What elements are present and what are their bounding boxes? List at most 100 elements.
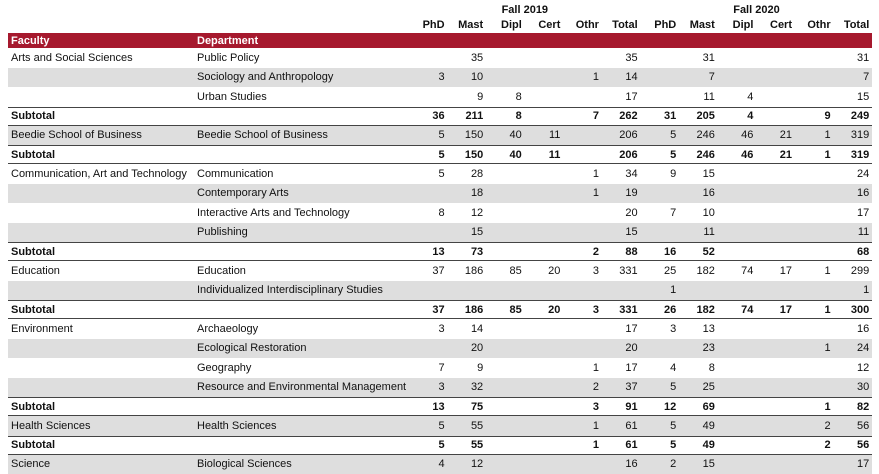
blank: [563, 125, 602, 146]
blank: [486, 183, 525, 203]
value-cell: 91: [601, 397, 641, 416]
blank: [563, 145, 602, 164]
value-cell: 1: [795, 338, 834, 358]
value-cell: 150: [447, 125, 487, 146]
blank: [563, 454, 602, 474]
value-cell: 1: [833, 280, 873, 301]
column-label: Othr: [575, 18, 599, 31]
value-cell: 16: [857, 322, 870, 335]
blank: [486, 280, 525, 301]
faculty: Beedie School of Business: [8, 125, 194, 146]
department: Geography: [197, 361, 252, 374]
value-cell: 331: [601, 300, 641, 319]
blank: [717, 338, 757, 358]
blank: [795, 454, 834, 474]
blank: [679, 33, 718, 48]
value-cell: 68: [833, 242, 873, 261]
value-cell: 12: [640, 397, 680, 416]
value-cell: 52: [679, 242, 718, 261]
value-cell: 31: [702, 51, 715, 64]
blank: [524, 67, 564, 87]
value-cell: 15: [447, 222, 487, 243]
department: Urban Studies: [197, 90, 267, 103]
blank: [524, 454, 564, 474]
blank: [409, 48, 448, 68]
value-cell: 246: [679, 125, 718, 146]
blank: [194, 300, 409, 319]
department: Contemporary Arts: [194, 183, 409, 203]
blank: [8, 280, 194, 301]
blank: [640, 222, 680, 243]
value-cell: 16: [640, 242, 680, 261]
faculty: Arts and Social Sciences: [11, 51, 133, 64]
blank: [640, 183, 680, 203]
blank: [486, 48, 525, 68]
data-row: Geography 7 9 1 17 4 8 12: [8, 358, 872, 378]
blank: [563, 319, 602, 339]
blank: [194, 145, 409, 164]
value-cell: 9: [795, 106, 834, 126]
blank: [486, 377, 525, 398]
blank: [409, 33, 448, 48]
subtotal-label: Subtotal: [8, 106, 194, 126]
blank: [486, 454, 525, 474]
subtotal-row: Subtotal 13 75 3 91 12 69 1 82: [8, 397, 873, 416]
value-cell: 4: [747, 90, 754, 103]
column-label: Total: [843, 18, 870, 31]
blank: [194, 16, 409, 33]
data-row: Interactive Arts and Technology 8 12 20 7 10 1…: [8, 203, 872, 223]
data-row: Ecological Restoration 20 20 23 1 24: [8, 338, 873, 358]
value-cell: 20: [524, 300, 564, 319]
value-cell: 74: [717, 300, 757, 319]
blank: [795, 222, 834, 243]
value-cell: 20: [447, 338, 487, 358]
department: Education: [197, 264, 246, 277]
value-cell: 34: [625, 167, 638, 180]
value-cell: 46: [717, 125, 757, 146]
value-cell: 206: [601, 125, 641, 146]
blank: [756, 280, 796, 301]
faculty: Science: [8, 454, 194, 474]
blank: [795, 203, 834, 223]
value-cell: 3: [670, 322, 677, 335]
value-cell: 1: [592, 361, 599, 374]
column-label: PhD: [654, 18, 677, 31]
blank: [756, 358, 795, 378]
blank: [756, 338, 796, 358]
department-header: Department: [194, 33, 409, 48]
data-row: Science Biological Sciences 4 12 16 2 15 17: [8, 454, 873, 474]
department: Interactive Arts and Technology: [197, 206, 350, 219]
blank: [486, 222, 525, 243]
value-cell: 17: [625, 90, 638, 103]
blank: [756, 397, 796, 416]
blank: [756, 203, 795, 223]
value-cell: 3: [563, 300, 602, 319]
value-cell: 4: [717, 106, 757, 126]
value-cell: 4: [670, 361, 677, 374]
value-cell: 12: [857, 361, 870, 374]
blank: [756, 222, 796, 243]
blank: [640, 67, 680, 87]
blank: [525, 87, 564, 107]
blank: [717, 222, 757, 243]
blank: [717, 397, 757, 416]
blank: [447, 280, 487, 301]
value-cell: 13: [409, 242, 448, 261]
value-cell: 20: [601, 338, 641, 358]
value-cell: 13: [702, 322, 715, 335]
blank: [756, 415, 796, 436]
blank: [718, 358, 757, 378]
value-cell: 17: [625, 361, 638, 374]
value-cell: 55: [447, 415, 487, 436]
subtotal-label: Subtotal: [8, 300, 194, 319]
subtotal-row: Subtotal 5 55 1 61 5 49 2 56: [8, 435, 873, 455]
value-cell: 17: [756, 300, 796, 319]
value-cell: 74: [741, 264, 754, 277]
column-label: Mast: [689, 18, 715, 31]
blank: [756, 48, 795, 68]
department: Biological Sciences: [194, 454, 409, 474]
data-row: Health Sciences Health Sciences 5 55 1 61 5 49 2…: [8, 415, 873, 436]
blank: [486, 338, 525, 358]
blank: [194, 435, 409, 455]
value-cell: 186: [447, 300, 487, 319]
